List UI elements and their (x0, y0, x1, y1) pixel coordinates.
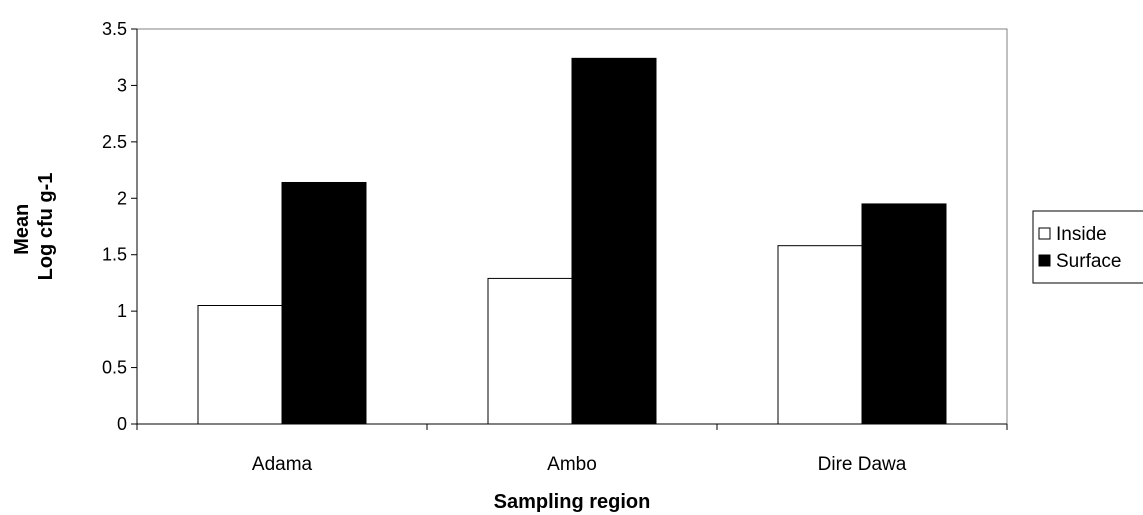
y-tick-labels: 0 0.5 1 1.5 2 2.5 3 3.5 (102, 19, 127, 434)
legend-label-inside: Inside (1056, 224, 1107, 245)
legend-label-surface: Surface (1056, 251, 1121, 272)
legend: Inside Surface (1032, 210, 1143, 284)
bar-surface-dire-dawa (861, 203, 947, 425)
y-tick-label: 3.5 (102, 19, 127, 39)
bar-inside-adama (197, 305, 283, 425)
x-category-labels: Adama Ambo Dire Dawa (252, 454, 907, 475)
x-axis-title: Sampling region (494, 491, 651, 513)
bar-surface-ambo (571, 57, 657, 425)
y-tick-label: 0.5 (102, 358, 127, 378)
legend-box (1032, 210, 1143, 284)
x-category-label: Ambo (547, 454, 597, 475)
x-category-label: Dire Dawa (818, 454, 907, 475)
y-tick-label: 0 (117, 414, 127, 434)
legend-swatch-inside (1038, 227, 1051, 240)
y-axis-title: Mean Log cfu g-1 (11, 173, 57, 281)
y-tick-label: 2 (117, 188, 127, 208)
y-tick-label: 1.5 (102, 245, 127, 265)
x-category-label: Adama (252, 454, 313, 475)
y-axis-title-line-2: Log cfu g-1 (35, 173, 57, 281)
axes (131, 28, 1008, 430)
bar-surface-adama (281, 181, 367, 425)
y-axis-title-line-1: Mean (11, 204, 33, 255)
bars (197, 57, 947, 425)
y-tick-label: 1 (117, 301, 127, 321)
bar-inside-dire-dawa (777, 245, 863, 425)
bar-inside-ambo (487, 277, 573, 425)
y-tick-label: 2.5 (102, 132, 127, 152)
y-tick-label: 3 (117, 75, 127, 95)
legend-swatch-surface (1038, 254, 1051, 267)
